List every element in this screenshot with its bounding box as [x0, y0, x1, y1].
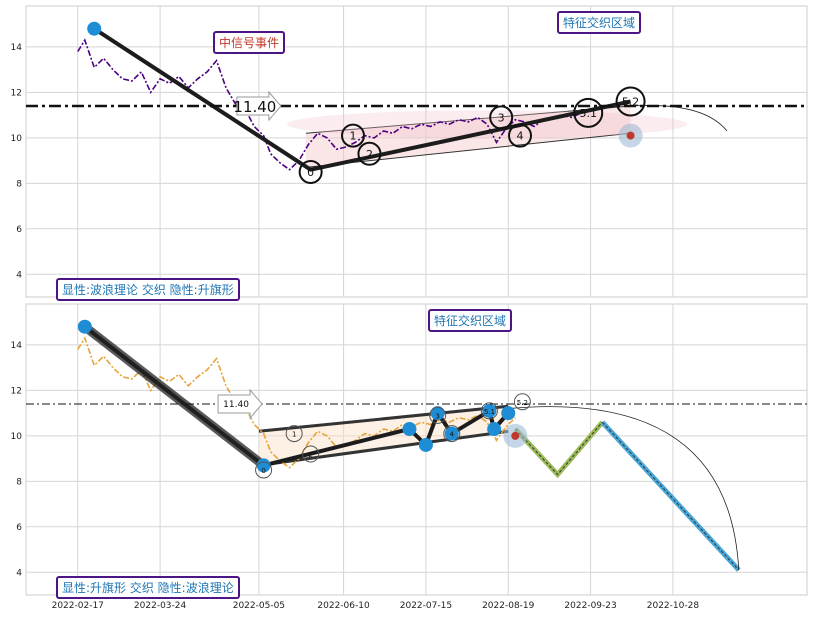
wave-point-label: 2 — [308, 451, 312, 459]
wave-line — [93, 27, 632, 172]
y-tick-label: 6 — [16, 523, 22, 533]
wave-point-label: 5.2 — [622, 95, 640, 108]
wave-point-circle — [285, 425, 303, 443]
reference-arrow — [236, 90, 282, 122]
y-tick-label: 14 — [11, 43, 23, 53]
highlight-dot — [626, 131, 635, 140]
channel-upper-line — [258, 404, 509, 433]
y-tick-label: 12 — [11, 88, 22, 98]
wave-node-dot — [256, 458, 271, 473]
wave-point-label: 5.1 — [484, 408, 495, 416]
zone-label-bottom: 特征交织区域 — [428, 309, 513, 332]
wave-point-circle — [480, 402, 498, 420]
channel-upper-line — [305, 105, 631, 134]
wave-point-label: 3 — [435, 412, 439, 420]
wave-node-dot — [418, 437, 433, 452]
x-tick-label: 2022-06-10 — [317, 601, 370, 611]
wave-point-circle — [508, 123, 533, 148]
wave-point-label: 4 — [450, 431, 455, 439]
wave-point-circle — [429, 406, 447, 424]
wave-point-label: 1 — [349, 130, 356, 143]
projection-arc — [630, 105, 728, 132]
wave-node-dot — [402, 422, 417, 437]
wave-point-circle — [340, 123, 365, 148]
price-series-line — [77, 38, 619, 171]
x-tick-label: 2022-07-15 — [400, 601, 452, 611]
wave-node-dot — [444, 426, 459, 441]
y-tick-label: 10 — [11, 134, 23, 144]
plot-frame — [25, 5, 808, 298]
y-tick-label: 4 — [16, 568, 22, 578]
wave-node-dot — [77, 319, 92, 334]
wave-node-dot — [501, 406, 516, 421]
wave-point-label: 0 — [307, 166, 314, 179]
y-tick-label: 14 — [11, 341, 23, 351]
wave-point-circle — [443, 425, 461, 443]
channel-lower-line — [258, 429, 509, 467]
y-tick-label: 12 — [11, 386, 22, 396]
wave-node-dot — [87, 21, 102, 36]
x-tick-label: 2022-09-23 — [564, 601, 616, 611]
wave-point-circle — [513, 393, 531, 411]
x-tick-label: 2022-10-28 — [647, 601, 700, 611]
wave-node-dot — [482, 403, 497, 418]
channel-lower-line — [305, 132, 631, 168]
wave-point-circle — [573, 97, 604, 128]
y-tick-label: 10 — [11, 432, 23, 442]
wave-point-circle — [489, 105, 514, 130]
y-tick-label: 8 — [16, 179, 22, 189]
wave-line-thick — [82, 323, 267, 469]
wave-node-dot — [430, 406, 445, 421]
x-tick-label: 2022-03-24 — [134, 601, 187, 611]
wave-point-label: 3 — [498, 111, 505, 124]
projection-green-dash — [514, 421, 603, 476]
x-tick-label: 2022-02-17 — [52, 601, 104, 611]
wave-point-label: 4 — [517, 130, 524, 143]
reference-value-label: 11.40 — [233, 98, 276, 116]
highlight-dot — [511, 431, 520, 440]
corner-label-bottom: 显性:升旗形 交织 隐性:波浪理论 — [56, 576, 240, 599]
wave-point-label: 5.1 — [579, 107, 597, 120]
y-tick-label: 6 — [16, 225, 22, 235]
wave-point-label: 0 — [261, 467, 265, 475]
wave-point-circle — [298, 159, 323, 184]
projection-arc — [508, 406, 740, 571]
plot-frame — [25, 303, 808, 596]
reference-value-label: 11.40 — [223, 400, 249, 410]
reference-arrow — [217, 388, 263, 420]
zone-label-top: 特征交织区域 — [557, 11, 642, 34]
wave-point-circle — [357, 141, 382, 166]
corner-label-top: 显性:波浪理论 交织 隐性:升旗形 — [56, 278, 240, 301]
wave-point-label: 2 — [366, 148, 373, 161]
x-tick-label: 2022-08-19 — [482, 601, 535, 611]
projection-blue-dash — [601, 421, 740, 571]
x-tick-label: 2022-05-05 — [233, 601, 285, 611]
wave-point-circle — [302, 445, 320, 463]
wave-point-label: 5.2 — [517, 399, 528, 407]
y-tick-label: 4 — [16, 270, 22, 280]
wave-point-circle — [615, 86, 646, 117]
event-label-top: 中信号事件 — [213, 31, 286, 54]
wave-point-label: 1 — [292, 431, 296, 439]
wave-node-dot — [487, 422, 502, 437]
y-tick-label: 8 — [16, 477, 22, 487]
wave-point-circle — [255, 461, 273, 479]
